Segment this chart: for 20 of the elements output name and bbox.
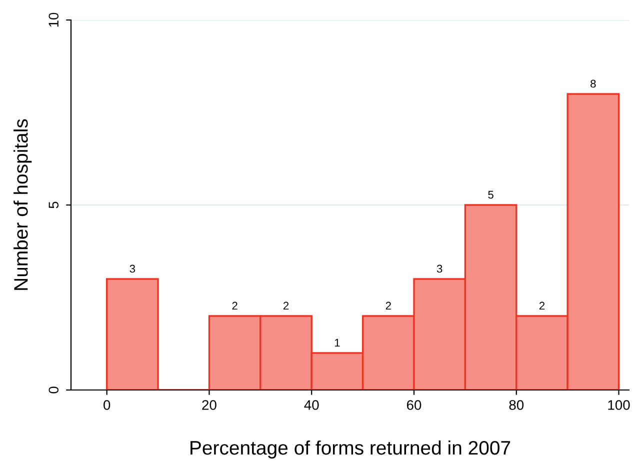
x-axis-title: Percentage of forms returned in 2007 <box>190 440 510 459</box>
x-tick-label: 80 <box>509 400 524 410</box>
x-tick-label: 60 <box>406 400 422 410</box>
x-tick-label: 100 <box>608 400 630 410</box>
x-tick-label: 40 <box>304 400 319 410</box>
data-label: 2 <box>283 302 289 310</box>
y-tick-label: 0 <box>48 386 59 394</box>
data-label: 8 <box>590 80 596 88</box>
y-tick-label: 10 <box>48 12 59 27</box>
data-label: 2 <box>232 302 238 310</box>
x-tick-label: 20 <box>202 400 216 410</box>
y-axis-title: Number of hospitals <box>14 119 32 290</box>
data-label: 2 <box>539 302 545 310</box>
data-label: 2 <box>386 302 391 310</box>
data-label: 5 <box>488 190 494 199</box>
y-tick-label: 5 <box>48 202 59 208</box>
data-label: 1 <box>334 338 340 347</box>
data-label: 3 <box>130 264 136 273</box>
x-tick-label: 0 <box>104 400 110 410</box>
data-label: 3 <box>436 264 442 273</box>
